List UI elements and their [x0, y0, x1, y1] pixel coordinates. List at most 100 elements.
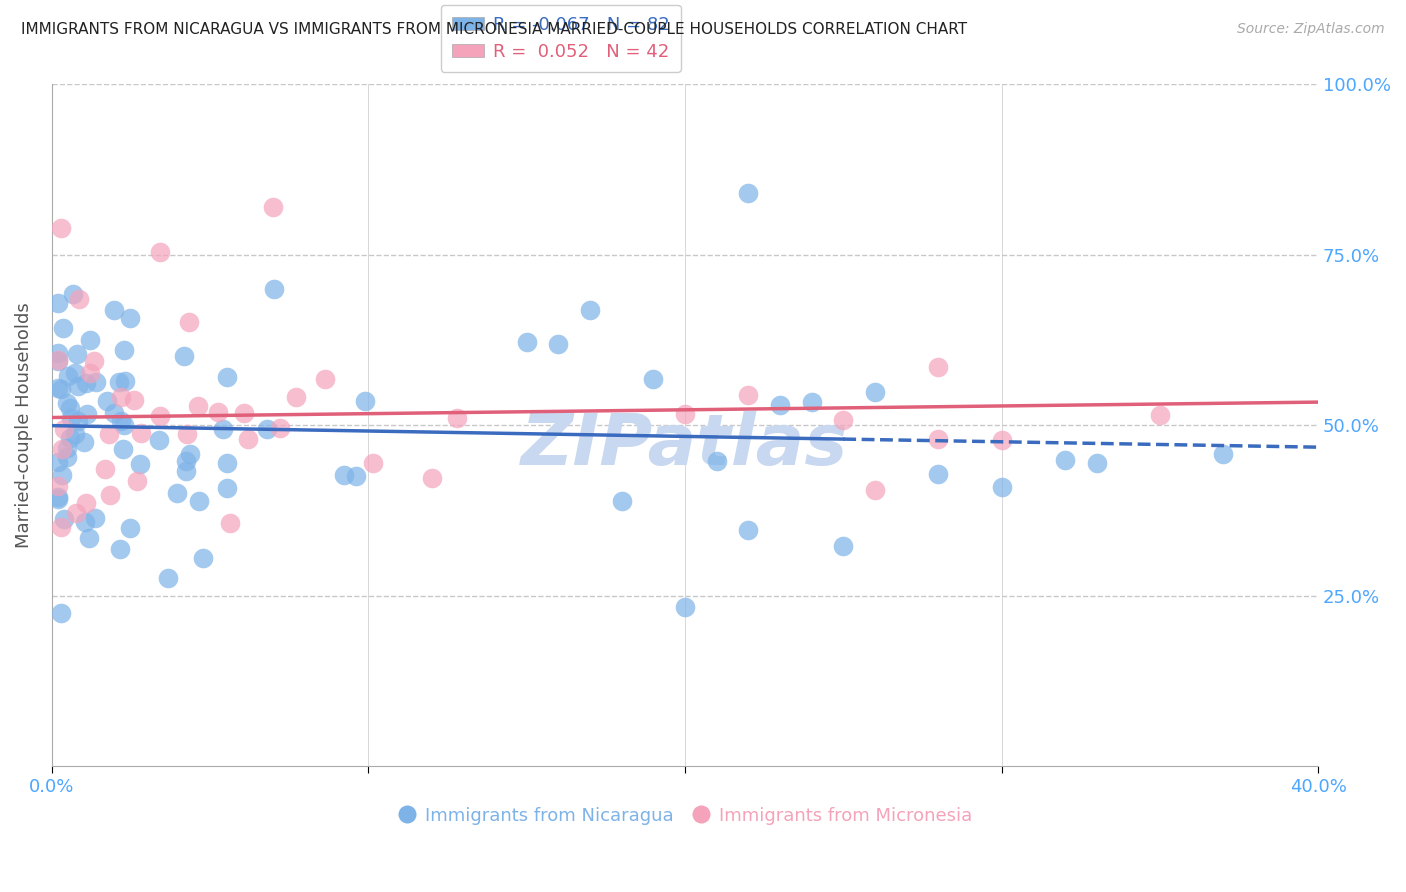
Point: [187, 399, 209, 413]
Point: [256, 421, 278, 435]
Point: [149, 244, 172, 259]
Point: [110, 390, 132, 404]
Point: [51, 220, 73, 235]
Point: [59, 431, 82, 445]
Point: [1149, 409, 1171, 423]
Point: [174, 464, 197, 478]
Point: [314, 372, 336, 386]
Point: [56, 368, 79, 383]
Point: [236, 433, 259, 447]
Point: [94, 462, 117, 476]
Text: IMMIGRANTS FROM NICARAGUA VS IMMIGRANTS FROM MICRONESIA MARRIED-COUPLE HOUSEHOLD: IMMIGRANTS FROM NICARAGUA VS IMMIGRANTS …: [21, 22, 967, 37]
Point: [114, 374, 136, 388]
Point: [46, 295, 69, 310]
Point: [108, 375, 131, 389]
Point: [863, 483, 886, 497]
Point: [990, 434, 1012, 448]
Point: [263, 282, 285, 296]
Point: [927, 432, 949, 446]
Point: [55, 450, 77, 464]
Point: [46, 346, 69, 360]
Point: [179, 447, 201, 461]
Point: [149, 409, 172, 423]
Point: [737, 186, 759, 201]
Point: [52, 320, 75, 334]
Point: [193, 550, 215, 565]
Point: [737, 523, 759, 537]
Point: [215, 369, 238, 384]
Point: [769, 398, 792, 412]
Point: [990, 480, 1012, 494]
Point: [51, 468, 73, 483]
Point: [800, 394, 823, 409]
Point: [96, 394, 118, 409]
Point: [46, 354, 69, 368]
Point: [832, 413, 855, 427]
Point: [83, 353, 105, 368]
Point: [77, 531, 100, 545]
Point: [610, 494, 633, 508]
Point: [112, 343, 135, 358]
Point: [516, 334, 538, 349]
Point: [232, 406, 254, 420]
Point: [128, 457, 150, 471]
Point: [129, 425, 152, 440]
Point: [65, 506, 87, 520]
Point: [127, 474, 149, 488]
Point: [207, 405, 229, 419]
Point: [863, 385, 886, 400]
Point: [98, 488, 121, 502]
Point: [84, 511, 107, 525]
Legend: Immigrants from Nicaragua, Immigrants from Micronesia: Immigrants from Nicaragua, Immigrants fr…: [391, 799, 979, 832]
Point: [62, 287, 84, 301]
Point: [97, 426, 120, 441]
Point: [46, 381, 69, 395]
Point: [927, 467, 949, 482]
Point: [53, 422, 76, 436]
Point: [66, 379, 89, 393]
Point: [148, 433, 170, 447]
Point: [49, 382, 72, 396]
Point: [59, 401, 82, 415]
Point: [108, 542, 131, 557]
Point: [67, 414, 90, 428]
Point: [75, 376, 97, 391]
Point: [832, 540, 855, 554]
Point: [361, 456, 384, 470]
Point: [1212, 447, 1234, 461]
Point: [177, 315, 200, 329]
Point: [63, 366, 86, 380]
Point: [110, 414, 132, 428]
Point: [673, 408, 696, 422]
Point: [49, 607, 72, 621]
Point: [1053, 453, 1076, 467]
Point: [446, 410, 468, 425]
Point: [176, 427, 198, 442]
Point: [67, 293, 90, 307]
Point: [56, 396, 79, 410]
Point: [643, 372, 665, 386]
Point: [51, 520, 73, 534]
Point: [420, 471, 443, 485]
Point: [86, 375, 108, 389]
Point: [51, 442, 73, 456]
Point: [52, 512, 75, 526]
Point: [120, 520, 142, 534]
Point: [56, 442, 79, 456]
Point: [344, 468, 367, 483]
Point: [46, 490, 69, 504]
Point: [737, 387, 759, 401]
Text: ZIPatlas: ZIPatlas: [522, 411, 849, 480]
Point: [112, 418, 135, 433]
Point: [706, 454, 728, 468]
Point: [673, 599, 696, 614]
Point: [579, 303, 602, 318]
Point: [269, 421, 291, 435]
Point: [217, 456, 239, 470]
Point: [166, 485, 188, 500]
Point: [156, 571, 179, 585]
Point: [60, 410, 83, 425]
Y-axis label: Married-couple Households: Married-couple Households: [15, 302, 32, 548]
Point: [332, 467, 354, 482]
Point: [73, 515, 96, 529]
